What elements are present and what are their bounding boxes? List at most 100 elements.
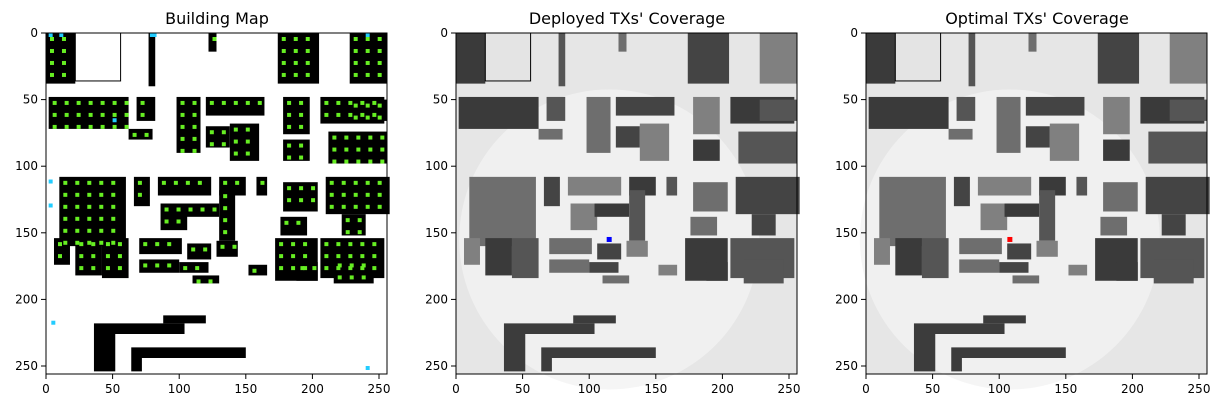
building [549, 238, 592, 255]
candidate-site-marker [291, 266, 296, 271]
candidate-site-marker [63, 240, 68, 245]
building [693, 96, 720, 135]
candidate-site-marker [87, 240, 92, 245]
candidate-site-marker [203, 247, 208, 252]
building [706, 262, 728, 281]
candidate-site-marker [192, 136, 197, 141]
candidate-site-marker [353, 192, 358, 197]
building [1049, 123, 1080, 161]
candidate-site-marker [356, 159, 361, 164]
candidate-site-marker [349, 263, 354, 268]
candidate-site-marker [180, 112, 185, 117]
candidate-site-marker [377, 103, 382, 108]
candidate-site-marker [365, 36, 370, 41]
candidate-site-marker [299, 186, 304, 191]
candidate-site-marker [180, 136, 185, 141]
edge-site-marker [149, 33, 154, 37]
transmitter-marker [1007, 236, 1013, 242]
building [148, 33, 156, 87]
candidate-site-marker [61, 60, 66, 65]
candidate-site-marker [299, 198, 304, 203]
building [333, 259, 374, 284]
building [687, 33, 730, 84]
building [759, 33, 797, 84]
candidate-site-marker [353, 48, 358, 53]
candidate-site-marker [344, 147, 349, 152]
candidate-site-marker [99, 204, 104, 209]
panel-title: Building Map [165, 9, 269, 28]
building [693, 139, 720, 161]
edge-site-marker [48, 179, 53, 184]
building [738, 131, 797, 164]
candidate-site-marker [176, 207, 181, 212]
building [658, 264, 678, 276]
x-tick-label: 200 [711, 382, 734, 396]
edge-site-marker [48, 203, 53, 208]
candidate-site-marker [348, 254, 353, 259]
candidate-site-marker [63, 204, 68, 209]
candidate-site-marker [341, 180, 346, 185]
candidate-site-marker [312, 266, 317, 271]
candidate-site-marker [140, 112, 145, 117]
candidate-site-marker [63, 180, 68, 185]
candidate-site-marker [188, 207, 193, 212]
candidate-site-marker [303, 254, 308, 259]
candidate-site-marker [220, 244, 225, 249]
building [594, 203, 630, 217]
candidate-site-marker [336, 254, 341, 259]
y-axis: 0 50 100 150 200 250 [835, 26, 866, 373]
candidate-site-marker [192, 148, 197, 153]
candidate-site-marker [117, 242, 122, 247]
building [868, 96, 949, 129]
candidate-site-marker [281, 60, 286, 65]
candidate-site-marker [348, 266, 353, 271]
plot-frame [455, 32, 798, 375]
candidate-site-marker [87, 228, 92, 233]
candidate-site-marker [332, 135, 337, 140]
candidate-site-marker [185, 180, 190, 185]
candidate-site-marker [112, 100, 117, 105]
y-axis: 0 50 100 150 200 250 [15, 26, 46, 373]
candidate-site-marker [252, 268, 257, 273]
candidate-site-marker [105, 254, 110, 259]
candidate-site-marker [357, 218, 362, 223]
candidate-site-marker [324, 100, 329, 105]
y-tick-label: 100 [15, 159, 38, 173]
panel-title: Deployed TXs' Coverage [529, 9, 725, 28]
candidate-site-marker [221, 100, 226, 105]
candidate-site-marker [233, 127, 238, 132]
building [485, 238, 512, 276]
building [1161, 214, 1186, 236]
candidate-site-marker [337, 275, 342, 280]
candidate-site-marker [155, 263, 160, 268]
building [913, 323, 1005, 372]
transmitter-marker [606, 236, 612, 242]
candidate-site-marker [380, 159, 385, 164]
candidate-site-marker [300, 266, 305, 271]
building [1100, 216, 1128, 236]
candidate-site-marker [360, 254, 365, 259]
building [538, 128, 563, 140]
y-tick-label: 100 [835, 159, 858, 173]
x-tick-label: 100 [988, 382, 1011, 396]
candidate-site-marker [245, 139, 250, 144]
candidate-site-marker [49, 48, 54, 53]
building [879, 176, 946, 247]
y-tick-label: 150 [425, 226, 448, 240]
outlined-building [894, 32, 942, 82]
y-tick-label: 0 [440, 26, 448, 40]
candidate-site-marker [299, 155, 304, 160]
candidate-site-marker [223, 206, 228, 211]
map-content [456, 32, 800, 390]
x-tick-label: 200 [301, 382, 324, 396]
building [751, 214, 776, 236]
candidate-site-marker [329, 180, 334, 185]
candidate-site-marker [167, 263, 172, 268]
building [157, 176, 212, 196]
building [589, 262, 619, 273]
deployed-coverage-panel: Deployed TXs' Coverage 0 50 100 150 200 250 0… [425, 9, 800, 396]
building [1068, 264, 1088, 276]
building [503, 323, 595, 372]
candidate-site-marker [361, 263, 366, 268]
candidate-site-marker [365, 204, 370, 209]
